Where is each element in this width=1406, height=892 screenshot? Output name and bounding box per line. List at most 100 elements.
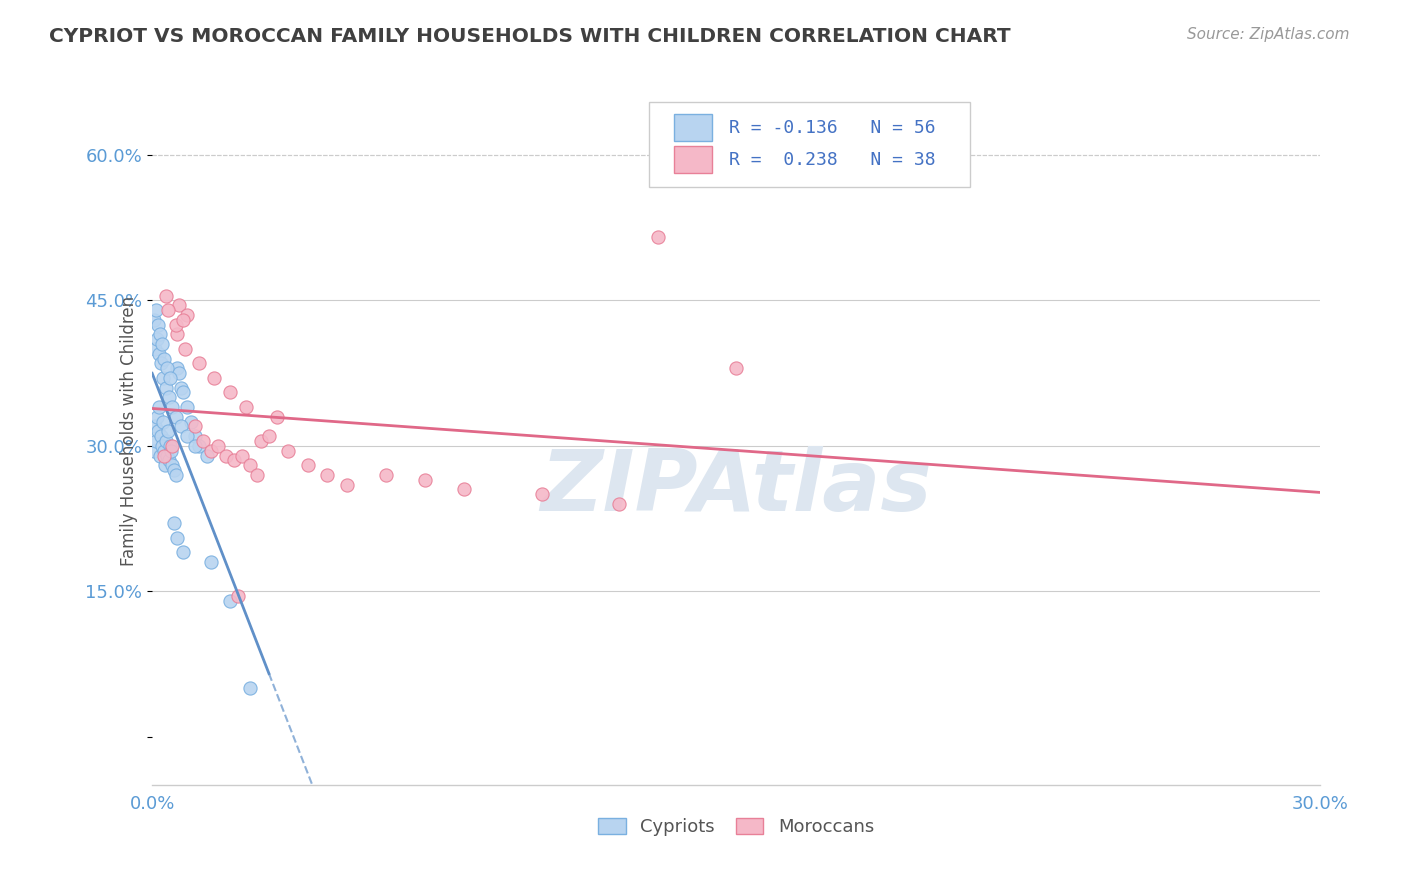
FancyBboxPatch shape — [648, 103, 970, 187]
Point — [166, 361, 188, 376]
Point — [176, 400, 198, 414]
Point — [155, 434, 177, 448]
Text: R = -0.136   N = 56: R = -0.136 N = 56 — [730, 119, 936, 136]
Point — [148, 400, 170, 414]
Point — [222, 453, 245, 467]
Point — [146, 318, 169, 332]
Point — [200, 443, 222, 458]
Point — [226, 589, 249, 603]
Point — [172, 385, 194, 400]
Point — [219, 594, 242, 608]
Point — [647, 230, 669, 244]
Point — [336, 477, 359, 491]
Point — [148, 347, 170, 361]
Point — [157, 453, 180, 467]
Point — [156, 361, 179, 376]
Point — [235, 400, 257, 414]
Legend: Cypriots, Moroccans: Cypriots, Moroccans — [592, 811, 882, 843]
Point — [162, 516, 184, 531]
Point — [215, 449, 238, 463]
Point — [165, 467, 187, 482]
Point — [159, 439, 181, 453]
Point — [166, 327, 188, 342]
Text: CYPRIOT VS MOROCCAN FAMILY HOUSEHOLDS WITH CHILDREN CORRELATION CHART: CYPRIOT VS MOROCCAN FAMILY HOUSEHOLDS WI… — [49, 27, 1011, 45]
Y-axis label: Family Households with Children: Family Households with Children — [121, 296, 138, 566]
Point — [149, 327, 172, 342]
Point — [184, 439, 207, 453]
Text: R =  0.238   N = 38: R = 0.238 N = 38 — [730, 151, 936, 169]
Point — [187, 439, 209, 453]
Point — [165, 409, 187, 424]
Point — [143, 443, 166, 458]
Point — [277, 443, 299, 458]
Point — [609, 497, 631, 511]
Point — [146, 424, 169, 438]
Point — [160, 400, 183, 414]
Point — [166, 531, 188, 545]
Point — [266, 409, 288, 424]
Point — [157, 390, 180, 404]
Point — [159, 371, 181, 385]
Point — [238, 681, 260, 695]
Point — [207, 439, 229, 453]
Point — [453, 483, 475, 497]
Point — [153, 449, 176, 463]
FancyBboxPatch shape — [675, 114, 711, 141]
Text: Source: ZipAtlas.com: Source: ZipAtlas.com — [1187, 27, 1350, 42]
Point — [150, 337, 173, 351]
Point — [246, 467, 269, 482]
Point — [143, 419, 166, 434]
Point — [150, 439, 173, 453]
Point — [152, 415, 174, 429]
Point — [146, 332, 169, 346]
Point — [413, 473, 436, 487]
Text: ZIPAtlas: ZIPAtlas — [540, 446, 932, 529]
Point — [145, 303, 167, 318]
Point — [231, 449, 253, 463]
Point — [160, 443, 183, 458]
Point — [149, 429, 172, 443]
Point — [169, 298, 191, 312]
Point — [155, 381, 177, 395]
Point — [153, 351, 176, 366]
Point — [219, 385, 242, 400]
Point — [172, 545, 194, 559]
Point — [149, 449, 172, 463]
Point — [165, 318, 187, 332]
Point — [180, 415, 202, 429]
Point — [200, 555, 222, 569]
Point — [155, 288, 177, 302]
Point — [143, 313, 166, 327]
Point — [156, 424, 179, 438]
Point — [170, 419, 193, 434]
Point — [187, 356, 209, 370]
Point — [145, 434, 167, 448]
Point — [160, 458, 183, 473]
Point — [153, 443, 176, 458]
Point — [195, 449, 218, 463]
Point — [143, 342, 166, 356]
Point — [257, 429, 280, 443]
Point — [153, 458, 176, 473]
Point — [204, 371, 226, 385]
Point — [374, 467, 396, 482]
Point — [530, 487, 553, 501]
Point — [149, 356, 172, 370]
Point — [174, 342, 197, 356]
Point — [162, 463, 184, 477]
Point — [191, 434, 214, 448]
Point — [172, 313, 194, 327]
Point — [184, 419, 207, 434]
Point — [170, 381, 193, 395]
Point — [160, 439, 183, 453]
Point — [725, 361, 748, 376]
Point — [152, 371, 174, 385]
Point — [156, 449, 179, 463]
Point — [156, 303, 179, 318]
Point — [297, 458, 319, 473]
Point — [176, 308, 198, 322]
FancyBboxPatch shape — [675, 146, 711, 173]
Point — [250, 434, 273, 448]
Point — [316, 467, 339, 482]
Point — [176, 429, 198, 443]
